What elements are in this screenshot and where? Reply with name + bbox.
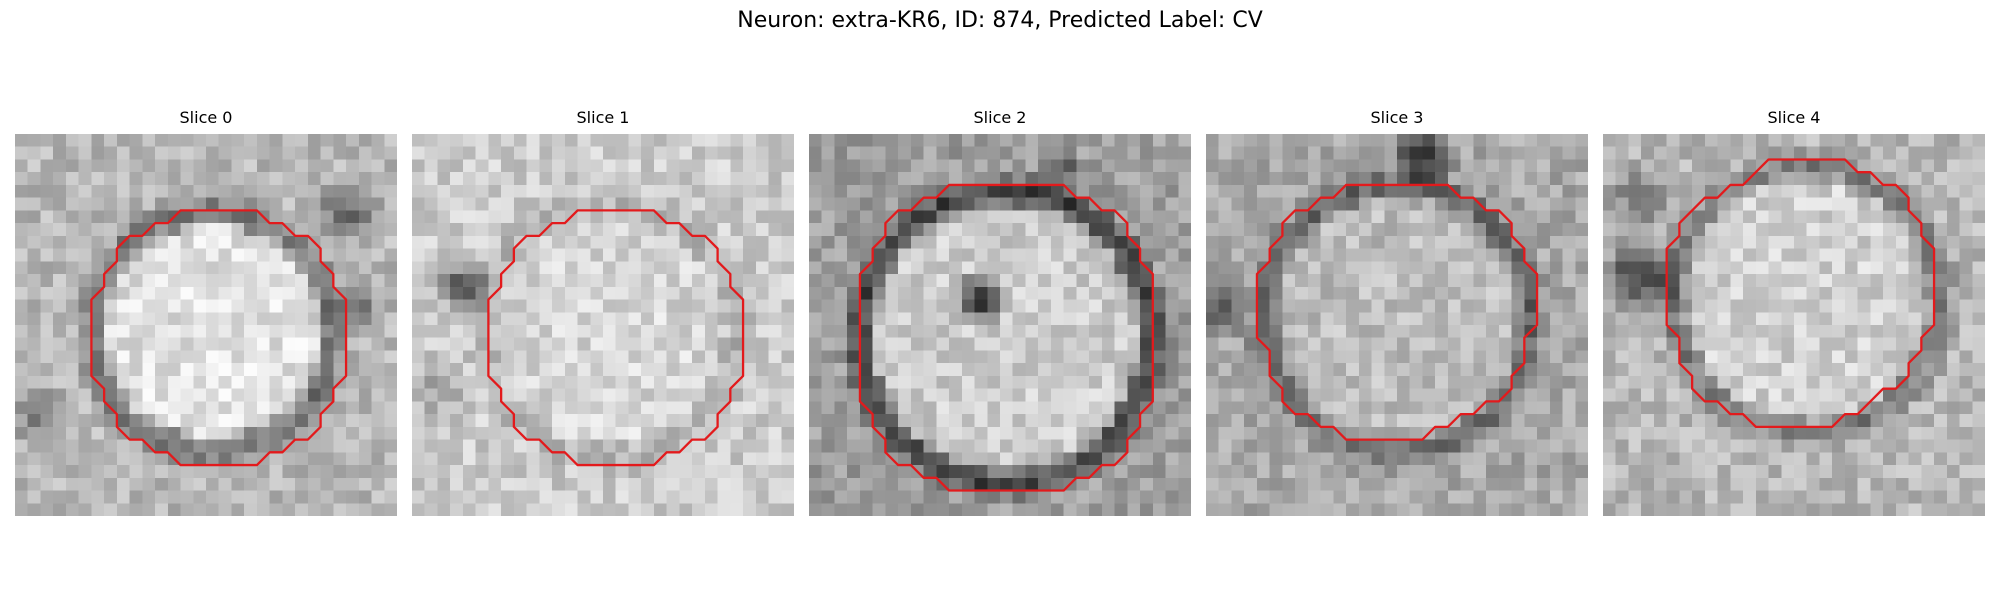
figure-title: Neuron: extra-KR6, ID: 874, Predicted La… (737, 8, 1263, 33)
slice-panel-2: Slice 2 (809, 108, 1191, 516)
slice-title-3: Slice 3 (1370, 108, 1424, 127)
slice-title-0: Slice 0 (179, 108, 233, 127)
roi-outline-0 (90, 209, 348, 467)
slice-image-3 (1206, 134, 1588, 516)
roi-outline-1 (487, 209, 745, 467)
slice-panel-4: Slice 4 (1603, 108, 1985, 516)
slice-title-2: Slice 2 (973, 108, 1027, 127)
slice-image-0 (15, 134, 397, 516)
slice-title-4: Slice 4 (1767, 108, 1821, 127)
roi-outline-2 (858, 183, 1154, 492)
slice-panel-3: Slice 3 (1206, 108, 1588, 516)
slice-title-1: Slice 1 (576, 108, 630, 127)
roi-outline-4 (1665, 158, 1936, 429)
roi-outline-3 (1255, 183, 1539, 441)
slice-image-1 (412, 134, 794, 516)
slice-panel-1: Slice 1 (412, 108, 794, 516)
slice-panel-0: Slice 0 (15, 108, 397, 516)
